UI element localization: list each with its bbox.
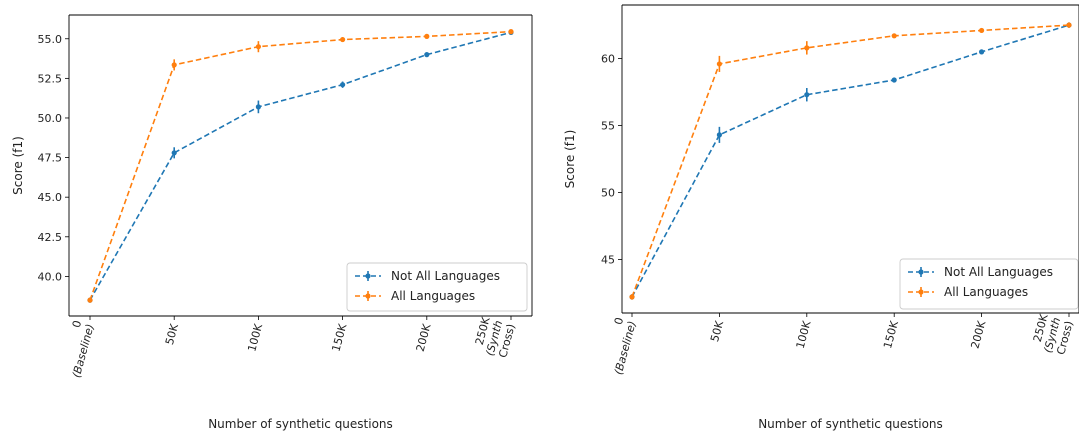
data-point xyxy=(716,61,723,67)
legend: Not All Languages All Languages xyxy=(899,258,1079,310)
data-point xyxy=(716,132,723,138)
x-tick-label-group: 0(Baseline) xyxy=(612,316,639,376)
x-tick-label: 200K xyxy=(969,319,989,350)
x-tick-label: 150K xyxy=(330,322,350,353)
x-tick-label: 200K xyxy=(414,322,434,353)
y-tick-label: 50.0 xyxy=(38,112,63,125)
data-point xyxy=(255,44,261,50)
y-tick-label: 55 xyxy=(601,120,615,133)
legend-swatch-marker xyxy=(365,293,371,299)
y-tick-label: 47.5 xyxy=(38,152,63,165)
x-tick-label-group: 0(Baseline) xyxy=(70,319,97,379)
series-line-2 xyxy=(631,24,1070,298)
data-point xyxy=(891,77,897,83)
x-tick-label-group: 100K xyxy=(245,322,265,353)
legend-swatch-marker xyxy=(365,273,371,279)
x-tick-label-group: 150K xyxy=(330,322,350,353)
y-tick-label: 45 xyxy=(601,253,615,266)
x-tick-label: 150K xyxy=(881,319,901,350)
legend-box xyxy=(899,258,1079,310)
y-tick-label: 40.0 xyxy=(38,270,63,283)
x-axis-label: Number of synthetic questions xyxy=(758,417,943,431)
data-point xyxy=(171,62,177,68)
data-point xyxy=(171,150,177,156)
legend-label: Not All Languages xyxy=(391,269,500,283)
x-tick-label-group: 200K xyxy=(414,322,434,353)
data-point xyxy=(979,49,985,55)
data-point xyxy=(979,27,985,34)
x-tick-label: (Baseline) xyxy=(612,319,639,376)
y-axis-label: Score (f1) xyxy=(563,130,577,189)
y-tick-label: 52.5 xyxy=(38,72,63,85)
x-tick-label: 50K xyxy=(163,322,181,347)
y-axis-label: Score (f1) xyxy=(11,136,25,195)
data-point xyxy=(1066,22,1072,28)
x-tick-label: (Baseline) xyxy=(70,322,97,379)
legend-label: All Languages xyxy=(944,285,1028,299)
x-tick-label: 100K xyxy=(794,319,814,350)
series-line-1 xyxy=(89,31,512,301)
y-tick-label: 60 xyxy=(601,53,615,66)
x-tick-label-group: 100K xyxy=(794,319,814,350)
series-line-2 xyxy=(89,30,512,301)
data-point xyxy=(804,45,810,51)
x-tick-label-group: 200K xyxy=(969,319,989,350)
data-point xyxy=(424,52,430,58)
series-line-1 xyxy=(631,24,1070,298)
y-tick-label: 55.0 xyxy=(38,33,63,46)
x-tick-label-group: 50K xyxy=(708,319,726,344)
data-point xyxy=(340,36,346,43)
y-tick-label: 42.5 xyxy=(38,231,63,244)
x-tick-label: 100K xyxy=(245,322,265,353)
chart-panel-2: 45 50 55 60 0(Baseline) 50K 100K 150K 200K 250K(S… xyxy=(563,4,1079,431)
x-tick-label-group: 50K xyxy=(163,322,181,347)
data-point xyxy=(255,104,261,110)
y-tick-label: 50 xyxy=(601,186,615,199)
data-point xyxy=(629,294,635,300)
x-axis-label: Number of synthetic questions xyxy=(208,417,393,431)
x-tick-label: 50K xyxy=(708,319,726,344)
legend-swatch-marker xyxy=(918,269,924,275)
data-point xyxy=(340,82,346,88)
chart-panel-1: 40.0 42.5 45.0 47.5 50.0 52.5 55.0 0(Baseline) 5… xyxy=(11,14,533,431)
data-point xyxy=(424,33,430,39)
legend: Not All Languages All Languages xyxy=(346,262,528,312)
data-point xyxy=(87,297,93,303)
data-point xyxy=(804,92,810,98)
x-tick-label-group: 150K xyxy=(881,319,901,350)
data-point xyxy=(508,29,514,35)
x-tick-label: 0 xyxy=(70,319,84,329)
legend-box xyxy=(346,262,528,312)
legend-swatch-marker xyxy=(918,289,924,295)
legend-label: Not All Languages xyxy=(944,265,1053,279)
y-tick-label: 45.0 xyxy=(38,191,63,204)
legend-label: All Languages xyxy=(391,289,475,303)
x-tick-label: 0 xyxy=(612,316,626,326)
data-point xyxy=(891,33,897,39)
